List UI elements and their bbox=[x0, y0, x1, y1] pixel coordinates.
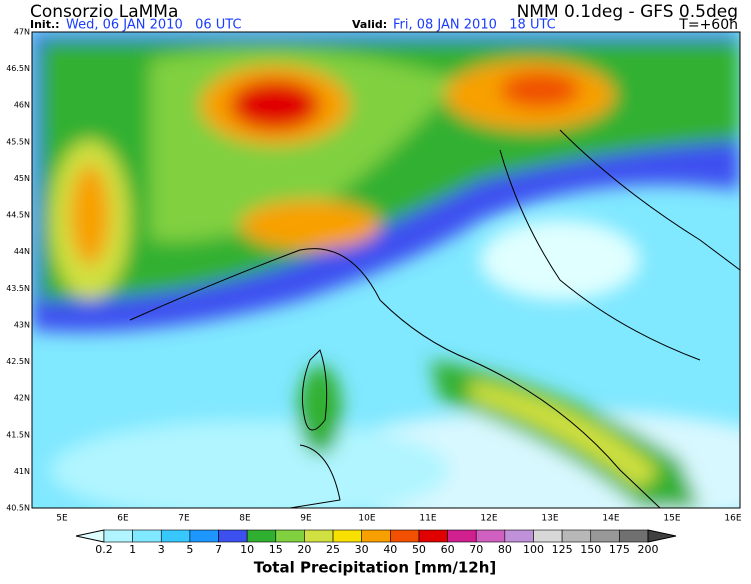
colorbar-swatch bbox=[418, 529, 448, 543]
colorbar-swatch bbox=[561, 529, 592, 543]
lat-label: 45.5N bbox=[6, 137, 30, 146]
lat-label: 44N bbox=[14, 247, 30, 256]
lat-label: 41.5N bbox=[6, 430, 30, 439]
colorbar-label: 0.2 bbox=[95, 543, 113, 556]
colorbar-swatch bbox=[275, 529, 305, 543]
lon-label: 7E bbox=[178, 514, 190, 524]
colorbar-swatch bbox=[103, 529, 133, 543]
colorbar-label: 30 bbox=[355, 543, 369, 556]
colorbar-swatch bbox=[590, 529, 620, 543]
colorbar-label: 7 bbox=[215, 543, 222, 556]
colorbar-end bbox=[75, 529, 105, 543]
lon-label: 8E bbox=[239, 514, 251, 524]
colorbar-label: 20 bbox=[297, 543, 311, 556]
colorbar-swatch bbox=[447, 529, 477, 543]
colorbar-label: 60 bbox=[441, 543, 455, 556]
colorbar-swatch bbox=[160, 529, 191, 543]
colorbar-swatch bbox=[619, 529, 649, 543]
colorbar-title: Total Precipitation [mm/12h] bbox=[254, 559, 497, 577]
colorbar-label: 80 bbox=[498, 543, 512, 556]
lon-label: 13E bbox=[541, 514, 558, 524]
colorbar-label: 70 bbox=[469, 543, 483, 556]
lat-label: 42.5N bbox=[6, 357, 30, 366]
model: NMM 0.1deg - GFS 0.5deg bbox=[517, 2, 738, 22]
colorbar-end bbox=[647, 529, 677, 543]
colorbar-swatch bbox=[189, 529, 219, 543]
lat-label: 40.5N bbox=[6, 504, 30, 513]
colorbar-swatch bbox=[475, 529, 506, 543]
lat-label: 46N bbox=[14, 101, 30, 110]
colorbar-swatch bbox=[504, 529, 534, 543]
valid-label: Valid: bbox=[352, 18, 387, 31]
map-frame bbox=[31, 31, 741, 509]
colorbar-swatch bbox=[304, 529, 334, 543]
lat-label: 47N bbox=[14, 28, 30, 37]
lat-label: 43N bbox=[14, 320, 30, 329]
colorbar-swatch bbox=[361, 529, 391, 543]
colorbar-label: 150 bbox=[580, 543, 601, 556]
lat-label: 42N bbox=[14, 394, 30, 403]
lon-label: 10E bbox=[358, 514, 375, 524]
lead-time: T=+60h bbox=[678, 17, 738, 33]
colorbar-label: 1 bbox=[129, 543, 136, 556]
colorbar-label: 10 bbox=[240, 543, 254, 556]
colorbar-swatch bbox=[533, 529, 563, 543]
lon-label: 9E bbox=[300, 514, 312, 524]
colorbar-label: 25 bbox=[326, 543, 340, 556]
lon-label: 12E bbox=[480, 514, 497, 524]
lon-label: 5E bbox=[56, 514, 68, 524]
lon-label: 15E bbox=[663, 514, 680, 524]
colorbar-label: 50 bbox=[412, 543, 426, 556]
lat-label: 43.5N bbox=[6, 284, 30, 293]
init-label: Init.: bbox=[30, 18, 60, 31]
precip-field bbox=[32, 32, 740, 508]
colorbar-label: 40 bbox=[383, 543, 397, 556]
colorbar-swatch bbox=[246, 529, 277, 543]
colorbar-label: 200 bbox=[638, 543, 659, 556]
lat-label: 44.5N bbox=[6, 211, 30, 220]
colorbar-label: 5 bbox=[186, 543, 193, 556]
colorbar-swatch bbox=[218, 529, 248, 543]
colorbar-swatch bbox=[332, 529, 362, 543]
colorbar-label: 15 bbox=[269, 543, 283, 556]
valid-value: Fri, 08 JAN 2010 18 UTC bbox=[393, 18, 556, 33]
lon-label: 11E bbox=[419, 514, 436, 524]
lat-label: 46.5N bbox=[6, 64, 30, 73]
lat-label: 41N bbox=[14, 467, 30, 476]
title: Consorzio LaMMa bbox=[30, 2, 178, 22]
colorbar-label: 175 bbox=[609, 543, 630, 556]
lon-label: 6E bbox=[117, 514, 129, 524]
colorbar-label: 3 bbox=[158, 543, 165, 556]
colorbar-label: 125 bbox=[552, 543, 573, 556]
colorbar-label: 100 bbox=[523, 543, 544, 556]
colorbar-swatch bbox=[132, 529, 162, 543]
init-value: Wed, 06 JAN 2010 06 UTC bbox=[66, 18, 242, 33]
lon-label: 16E bbox=[724, 514, 741, 524]
lon-label: 14E bbox=[602, 514, 619, 524]
lat-label: 45N bbox=[14, 174, 30, 183]
colorbar-swatch bbox=[390, 529, 420, 543]
